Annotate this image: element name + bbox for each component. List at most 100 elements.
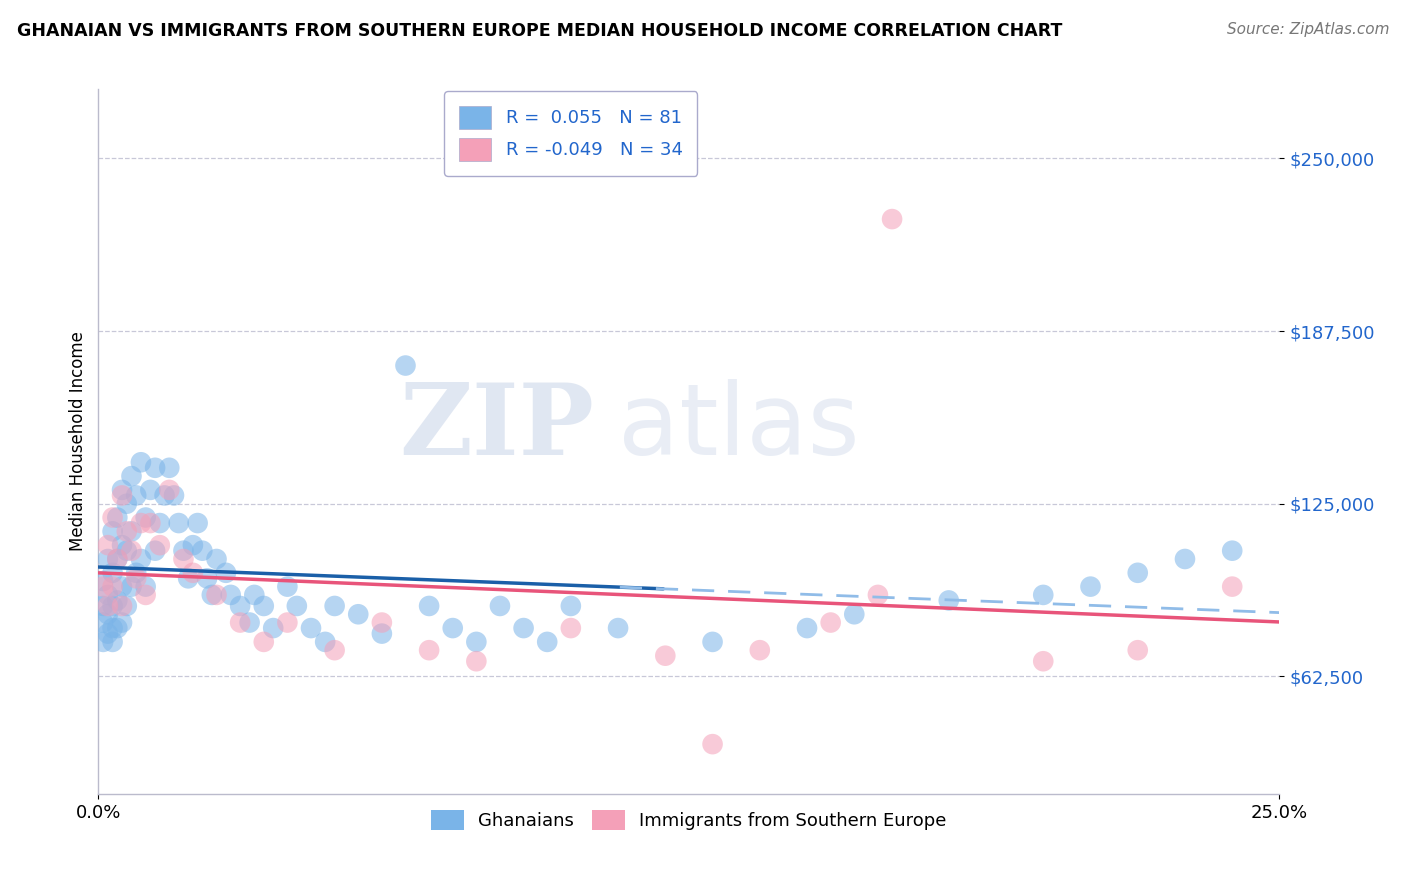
Point xyxy=(97,599,120,613)
Text: GHANAIAN VS IMMIGRANTS FROM SOUTHERN EUROPE MEDIAN HOUSEHOLD INCOME CORRELATION : GHANAIAN VS IMMIGRANTS FROM SOUTHERN EUR… xyxy=(17,22,1063,40)
Point xyxy=(167,516,190,530)
Point xyxy=(938,593,960,607)
Point xyxy=(111,483,134,497)
Point xyxy=(441,621,464,635)
Point xyxy=(157,483,180,497)
Point xyxy=(702,737,724,751)
Point xyxy=(172,552,194,566)
Point xyxy=(465,654,488,668)
Point xyxy=(702,635,724,649)
Point xyxy=(125,488,148,502)
Point xyxy=(115,543,138,558)
Point xyxy=(101,566,124,580)
Point xyxy=(129,552,152,566)
Point xyxy=(177,571,200,585)
Point xyxy=(121,543,143,558)
Point xyxy=(105,552,128,566)
Point xyxy=(229,599,252,613)
Point xyxy=(181,538,204,552)
Point xyxy=(243,588,266,602)
Point xyxy=(101,635,124,649)
Point xyxy=(111,599,134,613)
Point xyxy=(512,621,534,635)
Point xyxy=(105,593,128,607)
Point xyxy=(111,538,134,552)
Point xyxy=(1126,643,1149,657)
Point xyxy=(418,599,440,613)
Point xyxy=(111,615,134,630)
Point xyxy=(157,460,180,475)
Point xyxy=(101,621,124,635)
Point xyxy=(125,566,148,580)
Point xyxy=(111,488,134,502)
Point xyxy=(205,588,228,602)
Point xyxy=(143,543,166,558)
Point xyxy=(347,607,370,622)
Point xyxy=(139,483,162,497)
Point xyxy=(105,621,128,635)
Point xyxy=(654,648,676,663)
Point xyxy=(143,460,166,475)
Text: atlas: atlas xyxy=(619,379,859,476)
Point xyxy=(129,516,152,530)
Point xyxy=(219,588,242,602)
Point xyxy=(115,524,138,539)
Point xyxy=(820,615,842,630)
Point xyxy=(276,615,298,630)
Point xyxy=(163,488,186,502)
Point xyxy=(91,574,114,588)
Point xyxy=(91,580,114,594)
Point xyxy=(1126,566,1149,580)
Point xyxy=(748,643,770,657)
Point xyxy=(105,552,128,566)
Point xyxy=(149,516,172,530)
Point xyxy=(125,571,148,585)
Point xyxy=(121,580,143,594)
Point xyxy=(1174,552,1197,566)
Point xyxy=(97,538,120,552)
Point xyxy=(101,524,124,539)
Point xyxy=(91,615,114,630)
Point xyxy=(91,599,114,613)
Point xyxy=(536,635,558,649)
Point xyxy=(489,599,512,613)
Point xyxy=(239,615,262,630)
Point xyxy=(153,488,176,502)
Point xyxy=(323,643,346,657)
Point xyxy=(880,212,903,227)
Point xyxy=(323,599,346,613)
Point xyxy=(135,510,157,524)
Point xyxy=(229,615,252,630)
Point xyxy=(187,516,209,530)
Point xyxy=(299,621,322,635)
Point xyxy=(844,607,866,622)
Point xyxy=(253,635,276,649)
Point xyxy=(1080,580,1102,594)
Point xyxy=(262,621,284,635)
Point xyxy=(1220,543,1243,558)
Point xyxy=(205,552,228,566)
Point xyxy=(121,524,143,539)
Point xyxy=(866,588,889,602)
Point xyxy=(121,469,143,483)
Point xyxy=(314,635,336,649)
Point xyxy=(105,510,128,524)
Point xyxy=(135,580,157,594)
Point xyxy=(418,643,440,657)
Point xyxy=(560,621,582,635)
Point xyxy=(97,626,120,640)
Point xyxy=(191,543,214,558)
Legend: Ghanaians, Immigrants from Southern Europe: Ghanaians, Immigrants from Southern Euro… xyxy=(425,803,953,838)
Point xyxy=(139,516,162,530)
Point xyxy=(215,566,238,580)
Point xyxy=(796,621,818,635)
Point xyxy=(276,580,298,594)
Point xyxy=(115,497,138,511)
Point xyxy=(149,538,172,552)
Point xyxy=(97,588,120,602)
Text: Source: ZipAtlas.com: Source: ZipAtlas.com xyxy=(1226,22,1389,37)
Point xyxy=(1220,580,1243,594)
Point xyxy=(115,599,138,613)
Point xyxy=(101,580,124,594)
Point xyxy=(465,635,488,649)
